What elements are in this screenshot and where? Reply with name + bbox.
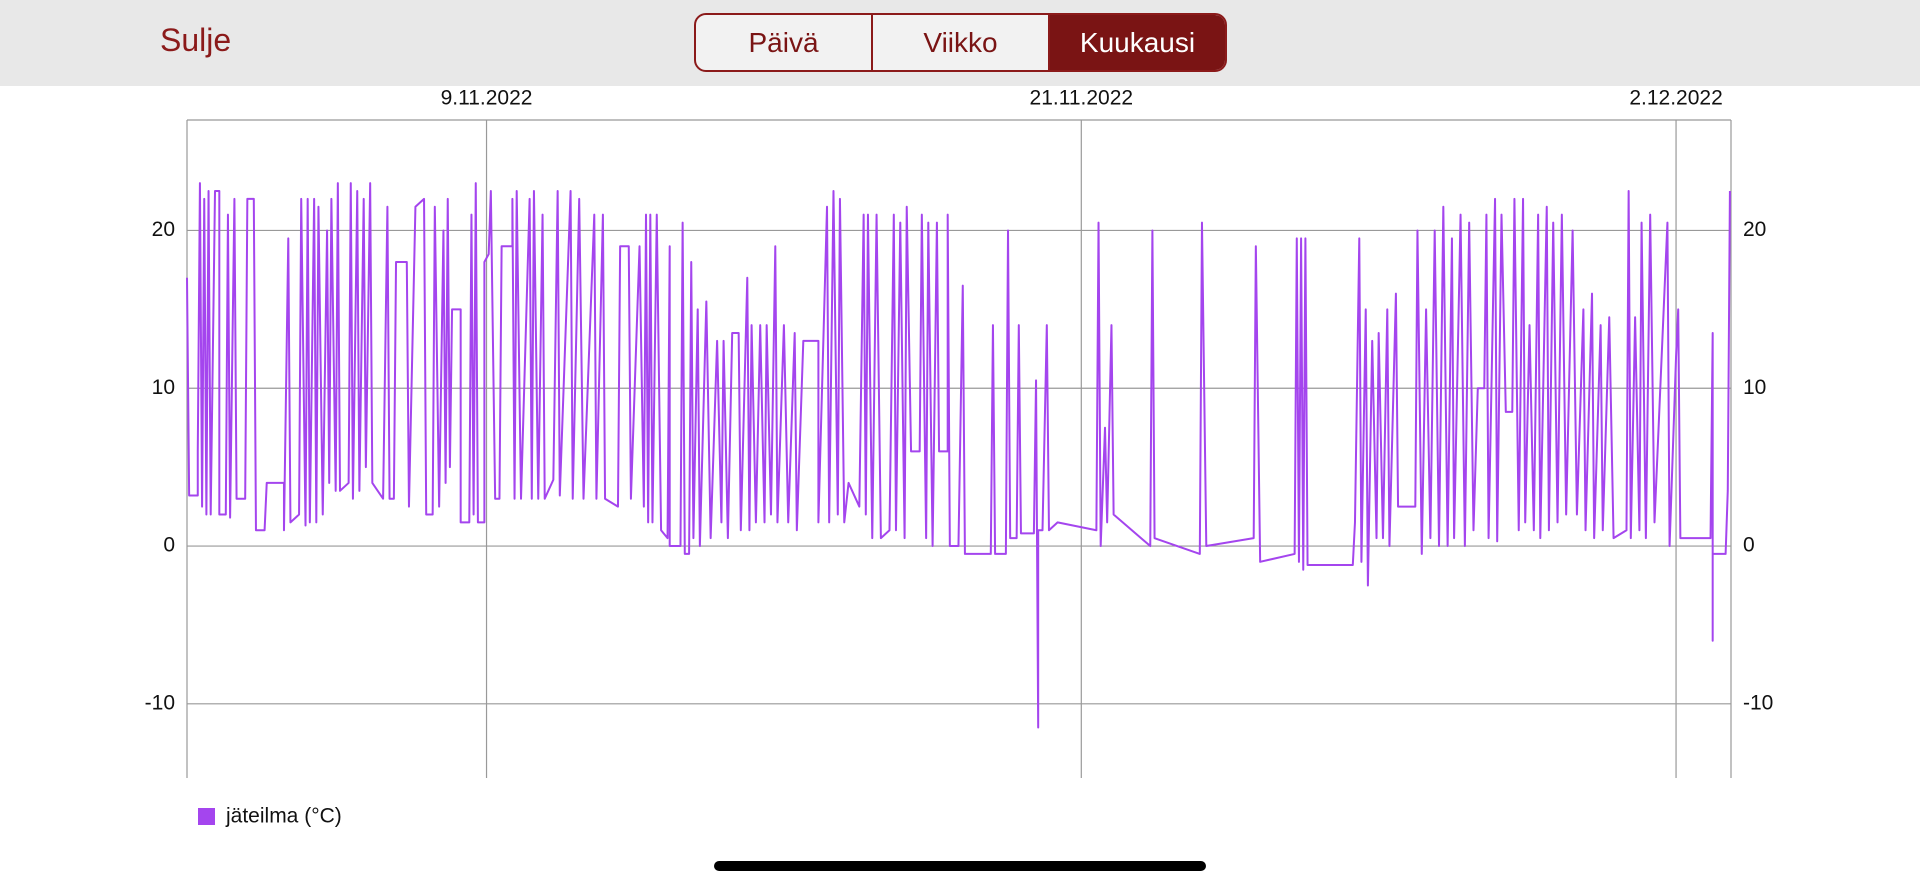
y-tick-label: -10 [1743,691,1773,714]
close-button[interactable]: Sulje [160,22,232,58]
x-tick-label: 2.12.2022 [1629,87,1722,110]
segmented-control: Päivä Viikko Kuukausi [694,13,1227,72]
y-tick-label: 20 [1743,218,1766,241]
top-bar: Sulje Päivä Viikko Kuukausi [0,0,1920,86]
y-tick-label: 20 [152,218,175,241]
tab[interactable]: Päivä [748,26,819,58]
y-tick-label: 10 [1743,376,1766,399]
y-tick-label: -10 [145,691,175,714]
data-line [186,182,1731,729]
y-tick-label: 10 [152,376,175,399]
tab[interactable]: Kuukausi [1048,15,1225,70]
home-indicator [714,861,1206,871]
y-tick-label: 0 [1743,534,1755,557]
x-tick-label: 21.11.2022 [1030,87,1134,110]
x-tick-label: 9.11.2022 [441,87,533,110]
y-tick-label: 0 [163,534,175,557]
tab[interactable]: Viikko [871,15,1048,70]
legend-swatch [198,808,215,825]
legend-label: jäteilma (°C) [225,805,342,828]
